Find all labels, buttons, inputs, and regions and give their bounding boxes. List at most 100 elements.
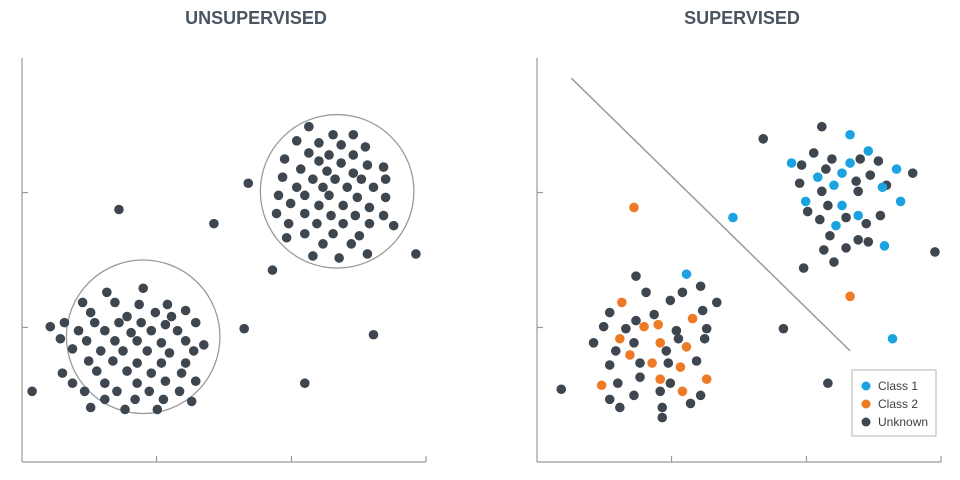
supervised-point-unknown-54: [604, 394, 615, 405]
supervised-axes: [536, 58, 942, 463]
supervised-point-unknown-2: [817, 121, 827, 132]
decision-boundary-group: [570, 77, 851, 352]
unsupervised-point-unknown-67: [120, 404, 130, 415]
unsupervised-point-unknown-9: [102, 287, 112, 298]
unsupervised-cluster-circles: [65, 113, 415, 415]
supervised-point-class-1-2: [845, 158, 855, 168]
unsupervised-point-unknown-79: [324, 150, 334, 160]
unsupervised-point-unknown-112: [283, 218, 294, 229]
unsupervised-point-unknown-14: [180, 305, 191, 316]
unsupervised-point-unknown-31: [81, 336, 92, 346]
supervised-point-unknown-24: [863, 237, 874, 247]
unsupervised-point-unknown-110: [350, 210, 361, 221]
supervised-point-unknown-1: [758, 134, 769, 144]
unsupervised-title: UNSUPERVISED: [185, 8, 327, 28]
supervised-point-unknown-51: [613, 378, 623, 389]
unsupervised-point-unknown-113: [312, 218, 322, 229]
unsupervised-point-unknown-5: [239, 323, 249, 334]
cluster-circle-0: [65, 259, 221, 415]
supervised-point-class-1-3: [863, 146, 874, 156]
supervised-point-class-2-14: [677, 386, 688, 397]
legend-label-class-1: Class 1: [878, 379, 918, 393]
supervised-point-class-2-12: [701, 374, 712, 384]
unsupervised-point-unknown-36: [199, 340, 209, 350]
unsupervised-point-unknown-105: [338, 200, 348, 211]
unsupervised-point-unknown-46: [132, 358, 142, 368]
unsupervised-point-unknown-97: [368, 182, 379, 193]
unsupervised-point-unknown-68: [152, 404, 163, 415]
supervised-point-unknown-23: [853, 235, 863, 245]
unsupervised-point-unknown-91: [330, 174, 340, 184]
unsupervised-point-unknown-72: [328, 129, 338, 140]
unsupervised-point-unknown-51: [122, 366, 132, 376]
unsupervised-point-unknown-45: [108, 356, 118, 366]
unsupervised-point-unknown-83: [336, 158, 346, 168]
unsupervised-point-unknown-82: [314, 156, 324, 166]
supervised-point-unknown-50: [691, 356, 702, 366]
unsupervised-point-unknown-22: [136, 317, 146, 328]
supervised-point-unknown-18: [815, 214, 825, 225]
unsupervised-point-unknown-17: [122, 311, 132, 322]
unsupervised-point-unknown-34: [156, 338, 167, 348]
supervised-point-unknown-59: [685, 398, 696, 409]
supervised-point-unknown-55: [629, 390, 639, 401]
unsupervised-point-unknown-40: [142, 346, 153, 356]
supervised-point-unknown-47: [604, 360, 615, 370]
unsupervised-point-unknown-65: [158, 394, 169, 405]
supervised-point-unknown-11: [851, 176, 861, 187]
unsupervised-point-unknown-56: [132, 378, 142, 389]
decision-boundary: [570, 77, 851, 352]
unsupervised-point-unknown-25: [73, 325, 84, 336]
unsupervised-point-unknown-61: [144, 386, 155, 397]
supervised-panel: SUPERVISED Class 1 Class 2 Unknown: [536, 8, 942, 463]
supervised-point-unknown-0: [556, 384, 567, 395]
unsupervised-point-unknown-95: [318, 182, 328, 193]
supervised-point-unknown-5: [855, 154, 865, 164]
unsupervised-point-unknown-18: [166, 311, 177, 322]
unsupervised-point-unknown-54: [67, 378, 78, 389]
unsupervised-panel: UNSUPERVISED: [21, 8, 427, 463]
unsupervised-point-unknown-3: [243, 178, 254, 189]
unsupervised-point-unknown-96: [342, 182, 353, 193]
supervised-point-unknown-10: [817, 186, 827, 197]
supervised-point-class-1-14: [879, 241, 890, 251]
unsupervised-point-unknown-41: [164, 348, 175, 358]
supervised-point-unknown-9: [794, 178, 805, 189]
unsupervised-point-unknown-20: [89, 317, 100, 328]
unsupervised-point-unknown-47: [156, 358, 167, 368]
cluster-circle-1: [259, 113, 415, 269]
supervised-point-unknown-31: [823, 378, 833, 389]
unsupervised-point-unknown-75: [314, 138, 324, 148]
supervised-point-class-1-10: [837, 200, 847, 211]
supervised-point-class-1-4: [837, 168, 847, 178]
supervised-point-class-1-7: [829, 180, 839, 191]
supervised-point-unknown-32: [631, 271, 641, 281]
supervised-point-unknown-22: [825, 230, 835, 241]
unsupervised-point-unknown-64: [130, 394, 140, 405]
unsupervised-point-unknown-119: [318, 239, 328, 249]
supervised-point-class-2-9: [647, 358, 657, 368]
supervised-point-unknown-61: [657, 412, 668, 423]
unsupervised-point-unknown-94: [291, 182, 302, 193]
unsupervised-point-unknown-49: [57, 368, 68, 378]
supervised-point-unknown-34: [649, 309, 659, 320]
supervised-point-class-2-5: [615, 333, 625, 344]
legend-marker-class-2: [861, 399, 871, 409]
unsupervised-point-unknown-87: [322, 166, 332, 176]
supervised-point-unknown-25: [819, 245, 829, 255]
unsupervised-point-unknown-35: [180, 336, 191, 346]
unsupervised-point-unknown-92: [356, 174, 367, 184]
unsupervised-point-unknown-53: [176, 368, 187, 378]
supervised-point-class-2-13: [596, 380, 607, 391]
unsupervised-point-unknown-37: [67, 344, 78, 354]
unsupervised-point-unknown-2: [209, 218, 219, 229]
unsupervised-point-unknown-88: [348, 168, 359, 178]
unsupervised-point-unknown-123: [362, 249, 373, 259]
supervised-point-class-2-10: [675, 362, 686, 372]
unsupervised-point-unknown-57: [160, 376, 171, 387]
unsupervised-point-unknown-42: [188, 346, 199, 356]
supervised-point-class-2-3: [687, 313, 698, 324]
supervised-point-unknown-8: [821, 164, 831, 174]
supervised-point-unknown-58: [657, 402, 668, 413]
unsupervised-point-unknown-124: [281, 232, 292, 243]
